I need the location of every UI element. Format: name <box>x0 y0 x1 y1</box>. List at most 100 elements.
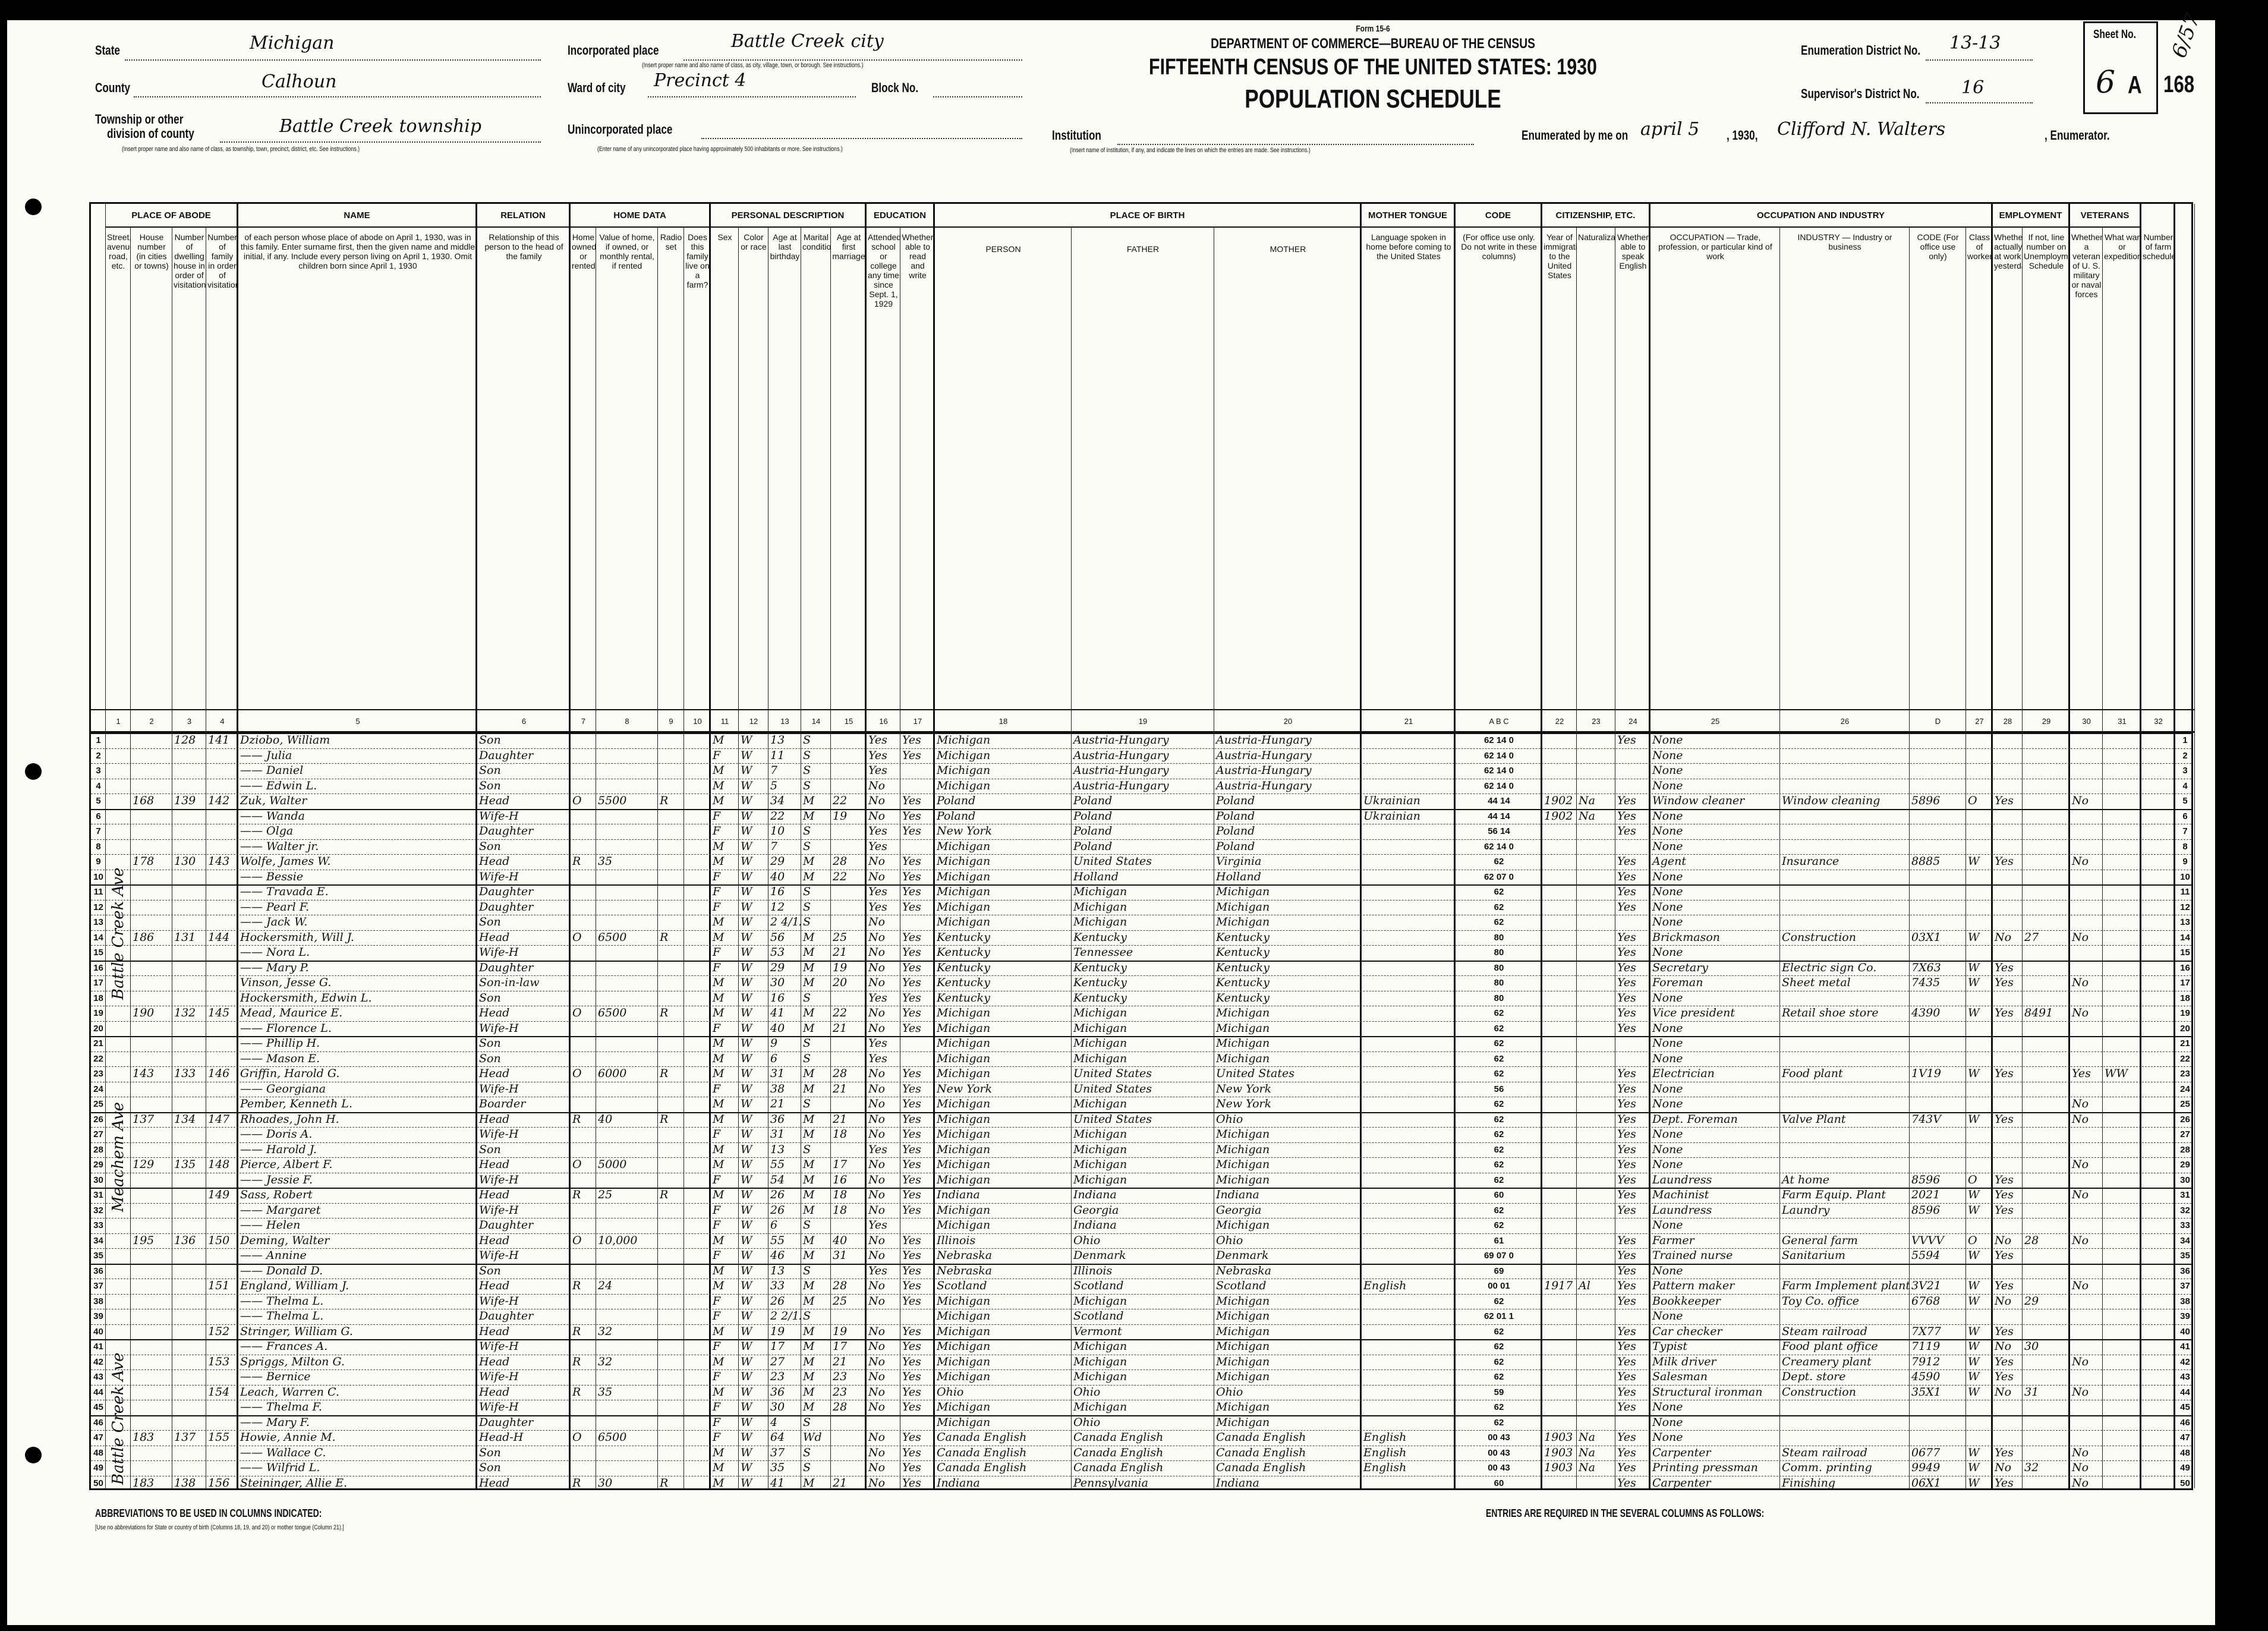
cell-relation: Son <box>479 764 501 777</box>
cell-age: 38 <box>770 1082 785 1095</box>
cell-name: —— Harold J. <box>240 1142 317 1156</box>
column-rule <box>1542 204 1577 1488</box>
cell-sex: F <box>713 870 721 883</box>
cell-marital: M <box>803 1400 815 1413</box>
cell-school: No <box>868 1082 886 1095</box>
cell-birthplace-father: Michigan <box>1073 1340 1127 1353</box>
cell-value: 24 <box>598 1279 613 1292</box>
cell-name: —— Thelma F. <box>240 1400 322 1413</box>
cell-code-abc: 60 <box>1494 1190 1504 1200</box>
table-row: 26 26 137 134 147 Rhoades, John H. Head R 40 R M W 3… <box>91 1112 2191 1128</box>
cell-marital: M <box>803 961 815 974</box>
cell-code-abc: 62 <box>1494 1053 1504 1064</box>
cell-read-write: Yes <box>902 1112 921 1126</box>
cell-birthplace-father: Michigan <box>1073 1294 1127 1308</box>
cell-age: 56 <box>770 930 785 944</box>
cell-birthplace: Michigan <box>937 1340 991 1353</box>
cell-school: No <box>868 1128 886 1141</box>
cell-school: No <box>868 1370 886 1383</box>
cell-sex: M <box>713 1461 724 1474</box>
cell-birthplace: Michigan <box>937 855 991 868</box>
cell-read-write: Yes <box>902 961 921 974</box>
cell-english: Yes <box>1617 1461 1636 1474</box>
cell-birthplace: New York <box>937 1082 993 1095</box>
cell-occupation: Window cleaner <box>1652 794 1745 807</box>
cell-english: Yes <box>1617 1476 1636 1490</box>
enumerator-label: , Enumerator. <box>2045 128 2110 143</box>
cell-relation: Wife-H <box>479 1203 519 1217</box>
cell-age-married: 21 <box>833 1021 848 1035</box>
cell-at-work: Yes <box>1995 1006 2014 1019</box>
row-divider <box>91 1384 2191 1386</box>
cell-house: 190 <box>133 1006 155 1019</box>
row-divider <box>91 1263 2191 1265</box>
cell-occupation: None <box>1652 1082 1683 1095</box>
cell-school: No <box>868 1249 886 1262</box>
cell-sex: M <box>713 1051 724 1065</box>
cell-relation: Wife-H <box>479 1021 519 1035</box>
cell-occupation: None <box>1652 764 1683 777</box>
cell-at-work: Yes <box>1995 794 2014 807</box>
cell-birthplace: Michigan <box>937 733 991 747</box>
cell-school: Yes <box>868 1264 887 1277</box>
cell-birthplace: Canada English <box>937 1446 1027 1459</box>
cell-marital: M <box>803 1158 815 1171</box>
cell-english: Yes <box>1617 1188 1636 1201</box>
cell-name: —— Daniel <box>240 764 304 777</box>
cell-read-write: Yes <box>902 1446 921 1459</box>
cell-english: Yes <box>1617 1097 1636 1110</box>
cell-industry: Valve Plant <box>1782 1112 1846 1126</box>
cell-birthplace-father: Michigan <box>1073 1355 1127 1368</box>
cell-war: WW <box>2105 1067 2128 1080</box>
population-schedule-table: Street, avenue, road, etc. 1 House number … <box>89 202 2195 1490</box>
cell-sex: F <box>713 1218 721 1232</box>
column-header: House number (in cities or towns) <box>134 232 169 270</box>
cell-birthplace: Canada English <box>937 1431 1027 1444</box>
cell-code-abc: 62 <box>1494 1402 1504 1412</box>
cell-school: Yes <box>868 733 887 747</box>
column-header: Age at last birthday <box>770 232 800 261</box>
cell-marital: M <box>803 870 815 883</box>
cell-english: Yes <box>1617 1370 1636 1383</box>
line-number: 26 <box>93 1114 103 1125</box>
cell-english: Yes <box>1617 794 1636 807</box>
abbreviations-note: [Use no abbreviations for State or count… <box>95 1524 344 1531</box>
cell-race: W <box>741 870 752 883</box>
table-row: 17 17 Vinson, Jesse G. Son-in-law M W 30 M 20 No Y… <box>91 975 2191 991</box>
cell-occupation: None <box>1652 779 1683 792</box>
line-number: 35 <box>93 1251 103 1261</box>
table-row: 30 30 —— Jessie F. Wife-H F W 54 M 16 No Yes Michig… <box>91 1173 2191 1188</box>
cell-family: 145 <box>208 1006 230 1019</box>
cell-industry: Toy Co. office <box>1782 1294 1859 1308</box>
cell-class: W <box>1968 961 1980 974</box>
cell-name: —— Donald D. <box>240 1264 323 1277</box>
cell-school: No <box>868 1340 886 1353</box>
row-divider <box>91 733 2191 734</box>
column-number: 10 <box>684 709 711 733</box>
cell-tenure: O <box>572 930 582 944</box>
cell-relation: Son-in-law <box>479 976 540 989</box>
cell-relation: Son <box>479 733 501 747</box>
cell-industry-code: 3V21 <box>1911 1279 1941 1292</box>
cell-race: W <box>741 961 752 974</box>
cell-sex: M <box>713 855 724 868</box>
cell-age: 27 <box>770 1355 785 1368</box>
cell-occupation: None <box>1652 915 1683 928</box>
cell-birthplace-mother: Michigan <box>1216 1173 1270 1186</box>
cell-class: W <box>1968 1294 1980 1308</box>
cell-school: No <box>868 1385 886 1399</box>
cell-birthplace: Michigan <box>937 1097 991 1110</box>
cell-birthplace-mother: Austria-Hungary <box>1216 748 1312 762</box>
cell-school: No <box>868 1446 886 1459</box>
line-number: 36 <box>2180 1265 2190 1276</box>
row-divider <box>91 1248 2191 1249</box>
cell-birthplace: Michigan <box>937 1203 991 1217</box>
cell-age: 31 <box>770 1128 785 1141</box>
cell-value: 35 <box>598 855 613 868</box>
line-number: 45 <box>2180 1402 2190 1412</box>
cell-radio: R <box>660 794 669 807</box>
cell-name: —— Frances A. <box>240 1340 328 1353</box>
cell-code-abc: 62 <box>1494 1342 1504 1352</box>
cell-age: 13 <box>770 1264 785 1277</box>
column-header <box>2175 228 2195 709</box>
